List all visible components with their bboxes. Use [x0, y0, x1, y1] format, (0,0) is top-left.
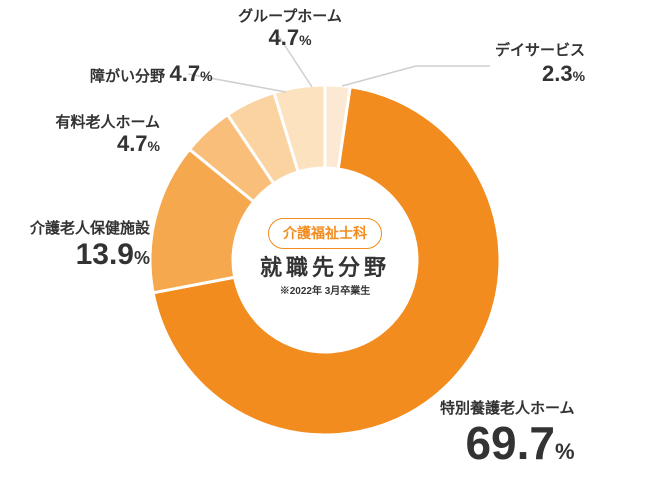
label-pct: %: [573, 68, 585, 84]
label-tokuyo: 特別養護老人ホーム 69.7%: [440, 400, 575, 468]
center-note: ※2022年 3月卒業生: [280, 282, 371, 297]
label-roken: 介護老人保健施設 13.9%: [10, 220, 150, 271]
label-pct: %: [200, 68, 212, 84]
leader-line: [342, 66, 490, 86]
label-text: グループホーム: [238, 8, 342, 25]
label-pct: %: [555, 439, 575, 464]
label-pct: %: [148, 138, 160, 154]
label-num: 4.7: [268, 25, 299, 50]
label-text: 有料老人ホーム: [55, 114, 160, 131]
label-num: 4.7: [117, 131, 148, 156]
label-num: 4.7: [169, 61, 200, 86]
donut-chart: 介護福祉士科 就職先分野 ※2022年 3月卒業生 デイサービス 2.3% 特別…: [0, 0, 650, 500]
label-grouphome: グループホーム 4.7%: [230, 8, 350, 50]
label-num: 69.7: [465, 417, 555, 469]
label-num: 2.3: [542, 61, 573, 86]
label-text: 障がい分野: [90, 68, 165, 85]
label-text: デイサービス: [495, 42, 585, 59]
label-num: 13.9: [76, 238, 134, 271]
center-title: 就職先分野: [260, 250, 390, 282]
center-badge: 介護福祉士科: [268, 218, 382, 249]
label-day-service: デイサービス 2.3%: [495, 42, 585, 86]
label-pct: %: [299, 32, 311, 48]
label-shogai: 障がい分野 4.7%: [90, 62, 213, 86]
label-text: 特別養護老人ホーム: [440, 400, 575, 417]
label-text: 介護老人保健施設: [30, 220, 150, 237]
label-yuryo: 有料老人ホーム 4.7%: [40, 114, 160, 156]
label-pct: %: [134, 248, 150, 268]
